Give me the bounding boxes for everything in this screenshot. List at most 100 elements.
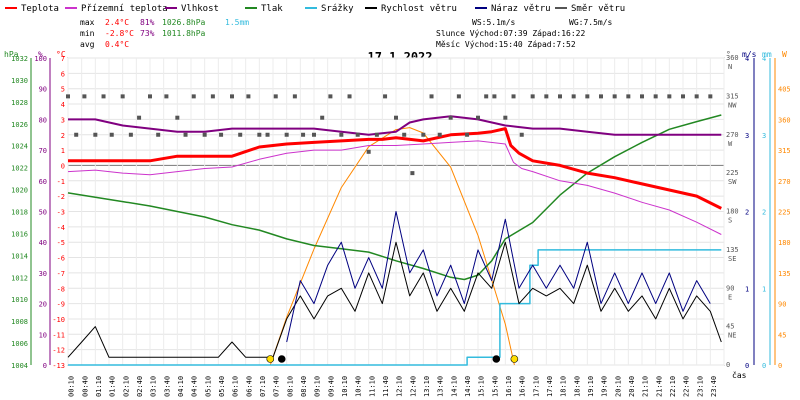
wind-direction-point (191, 94, 196, 99)
wind-direction-point (599, 94, 603, 99)
tick-label-time: 08:40 (300, 376, 308, 397)
tick-label-time: 08:10 (286, 376, 294, 397)
tick-label-time: 02:10 (122, 376, 130, 397)
wind-direction-point (284, 132, 289, 137)
axis-unit-hpa: hPa (4, 50, 19, 59)
tick-label-time: 10:40 (355, 376, 363, 397)
info-moon: Měsíc Východ:15:40 Západ:7:52 (436, 40, 576, 49)
wind-direction-point (230, 94, 234, 99)
tick-label-compass: NW (728, 101, 737, 109)
stats-max-label: max (80, 18, 95, 27)
wind-direction-point (74, 132, 79, 137)
tick-label-time: 09:40 (327, 376, 335, 397)
tick-label-w: 360 (778, 116, 791, 124)
wind-direction-point (612, 94, 617, 99)
tick-label-w: 180 (778, 239, 791, 247)
tick-label-ms: 4 (745, 55, 749, 63)
wind-direction-point (558, 94, 562, 99)
stats-max-temp: 2.4°C (105, 18, 129, 27)
series-vlhkost (68, 115, 722, 136)
tick-label-time: 05:10 (204, 376, 212, 397)
tick-label-time: 13:10 (423, 376, 431, 397)
sun-moon-markers (266, 355, 519, 363)
wind-direction-point (402, 132, 407, 137)
wind-direction-point (366, 149, 371, 154)
tick-label-deg: 315 (726, 92, 739, 100)
legend-label: Tlak (261, 4, 283, 14)
tick-label-time: 14:10 (450, 376, 458, 397)
tick-label-pct: 0 (43, 362, 47, 370)
wind-direction-point (301, 132, 306, 137)
wind-direction-point (410, 171, 415, 176)
wind-direction-point (120, 94, 125, 99)
axis-unit-w: W (782, 50, 787, 59)
wind-direction-point (320, 115, 325, 120)
tick-label-mm: 4 (762, 55, 766, 63)
series-přízemní-teplota (67, 140, 722, 235)
wind-direction-point (82, 94, 87, 99)
tick-label-time: 17:10 (532, 376, 540, 397)
wind-direction-point (511, 94, 516, 99)
tick-label-deg: 135 (726, 246, 739, 254)
wind-direction-point (156, 132, 161, 137)
wind-direction-point (219, 132, 224, 137)
wind-direction-point (653, 94, 658, 99)
tick-label-hpa: 1014 (11, 252, 28, 260)
wind-direction-point (137, 115, 142, 120)
tick-label-time: 12:40 (409, 376, 417, 397)
tick-label-time: 03:10 (150, 376, 158, 397)
tick-label-w: 315 (778, 147, 791, 155)
wind-direction-point (312, 132, 316, 137)
wind-direction-point (374, 132, 379, 137)
tick-label-degc: -11 (52, 331, 65, 339)
axes: hPa% °C ° m/s mm W100410061008101010121014101… (4, 50, 791, 397)
tick-label-pct: 90 (39, 86, 47, 94)
tick-label-pct: 10 (39, 331, 47, 339)
tick-label-mm: 1 (762, 285, 766, 293)
series-teplota (68, 127, 722, 210)
tick-label-degc: -4 (57, 224, 65, 232)
wind-direction-point (148, 94, 152, 99)
tick-label-time: 12:10 (396, 376, 404, 397)
wind-direction-point (421, 132, 426, 137)
tick-label-ms: 1 (745, 285, 749, 293)
legend: Teplota Přízemní teplota Vlhkost Tlak Srážky… (5, 4, 625, 14)
tick-label-deg: 270 (726, 131, 739, 139)
legend-label: Směr větru (571, 4, 625, 14)
tick-label-time: 18:10 (560, 376, 568, 397)
series-náraz-větru (286, 211, 711, 343)
stats-avg-temp: 0.4°C (105, 40, 129, 49)
tick-label-time: 16:10 (505, 376, 513, 397)
stats-block: max 2.4°C 81% 1026.8hPa 1.5mm min -2.8°C… (80, 18, 249, 49)
tick-label-deg: 45 (726, 323, 734, 331)
axis-unit-pct: % (38, 50, 43, 59)
tick-label-mm: 0 (762, 362, 766, 370)
moonset-marker (277, 355, 286, 363)
tick-label-w: 270 (778, 178, 791, 186)
x-axis-label: čas (732, 370, 747, 380)
tick-label-compass: N (728, 63, 732, 71)
wind-direction-point (292, 94, 297, 99)
tick-label-time: 05:40 (218, 376, 226, 397)
legend-label: Rychlost větru (381, 4, 457, 14)
tick-label-w: 135 (778, 270, 791, 278)
legend-label: Náraz větru (491, 4, 551, 14)
legend-label: Srážky (321, 4, 354, 14)
tick-label-degc: -6 (57, 255, 65, 263)
legend-label: Přízemní teplota (81, 4, 168, 14)
tick-label-time: 21:10 (642, 376, 650, 397)
tick-label-time: 15:40 (491, 376, 499, 397)
wind-direction-point (476, 115, 480, 120)
tick-label-time: 19:10 (587, 376, 595, 397)
wind-direction-point (448, 115, 453, 120)
legend-label: Teplota (21, 4, 59, 14)
tick-label-pct: 30 (39, 270, 47, 278)
wind-direction-point (175, 115, 180, 120)
tick-label-hpa: 1032 (11, 55, 28, 63)
wind-direction-point (183, 132, 188, 137)
wind-direction-point (383, 94, 388, 99)
tick-label-hpa: 1004 (11, 362, 28, 370)
tick-label-degc: 2 (61, 132, 65, 140)
tick-label-w: 45 (778, 331, 786, 339)
wind-direction-point (667, 94, 672, 99)
